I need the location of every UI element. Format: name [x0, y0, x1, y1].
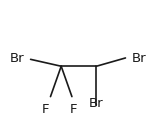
Text: Br: Br	[132, 52, 146, 65]
Text: F: F	[70, 103, 77, 116]
Text: Br: Br	[89, 97, 104, 110]
Text: F: F	[42, 103, 50, 116]
Text: Br: Br	[10, 52, 24, 65]
